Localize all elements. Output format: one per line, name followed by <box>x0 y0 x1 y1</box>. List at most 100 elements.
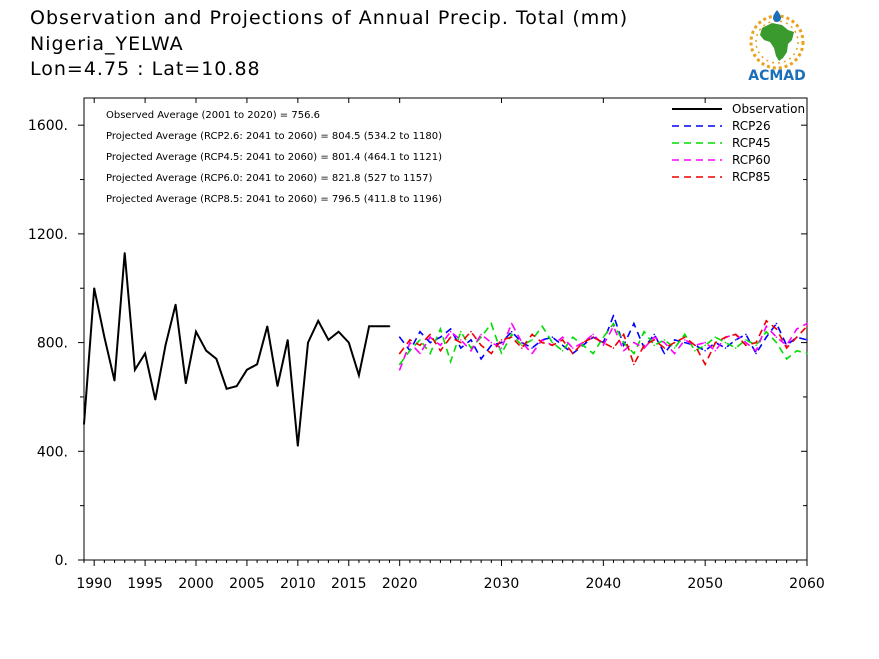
data-point-rcp45 <box>694 349 696 352</box>
data-point-observation <box>347 341 350 344</box>
data-point-rcp26 <box>429 341 432 344</box>
data-point-observation <box>83 423 85 425</box>
data-point-rcp26 <box>745 333 747 336</box>
data-point-rcp60 <box>500 347 503 349</box>
data-point-rcp45 <box>643 330 645 333</box>
data-point-rcp26 <box>622 344 625 347</box>
data-point-rcp60 <box>673 352 676 355</box>
data-point-rcp26 <box>531 347 533 349</box>
data-point-observation <box>388 325 391 328</box>
data-point-rcp45 <box>775 341 778 344</box>
data-point-rcp60 <box>714 349 717 352</box>
data-point-rcp26 <box>673 339 676 341</box>
data-point-observation <box>246 368 248 371</box>
data-point-rcp85 <box>439 349 442 352</box>
data-point-rcp60 <box>755 349 757 352</box>
station-coordinates: Lon=4.75 : Lat=10.88 <box>30 58 261 80</box>
data-point-observation <box>337 330 340 333</box>
data-point-rcp60 <box>633 341 635 344</box>
data-point-rcp26 <box>561 344 564 347</box>
legend-label: RCP45 <box>732 136 771 150</box>
data-point-rcp45 <box>541 325 544 328</box>
data-point-observation <box>235 385 238 387</box>
x-tick-label: 2010 <box>280 576 316 592</box>
data-point-rcp85 <box>663 347 666 349</box>
data-point-rcp85 <box>592 336 594 338</box>
africa-icon <box>760 23 794 61</box>
data-point-rcp85 <box>510 336 513 338</box>
data-point-rcp26 <box>398 336 401 338</box>
data-point-rcp85 <box>521 347 523 349</box>
x-tick-label: 2015 <box>331 576 367 592</box>
data-point-rcp26 <box>459 347 462 349</box>
chart-title: Observation and Projections of Annual Pr… <box>30 7 629 29</box>
data-point-rcp60 <box>765 325 768 328</box>
data-point-rcp26 <box>633 322 635 325</box>
data-point-rcp85 <box>775 328 778 330</box>
data-point-rcp85 <box>714 341 717 344</box>
data-point-observation <box>256 363 258 366</box>
data-point-rcp85 <box>806 325 808 328</box>
data-point-rcp45 <box>551 341 554 344</box>
data-point-rcp45 <box>684 333 686 336</box>
data-point-rcp60 <box>449 330 452 333</box>
data-point-rcp60 <box>806 322 808 325</box>
plot-frame <box>83 97 808 561</box>
data-point-rcp45 <box>653 344 656 347</box>
data-point-rcp26 <box>449 328 452 330</box>
data-point-rcp45 <box>663 339 666 341</box>
data-point-rcp85 <box>633 363 635 366</box>
legend-label: RCP60 <box>732 153 771 167</box>
data-point-rcp26 <box>755 352 757 355</box>
data-point-rcp45 <box>449 360 452 363</box>
data-point-observation <box>103 336 106 338</box>
data-point-rcp85 <box>398 352 401 355</box>
data-point-observation <box>164 344 167 347</box>
data-point-rcp60 <box>398 368 401 371</box>
data-point-rcp85 <box>551 344 554 347</box>
data-point-rcp26 <box>653 333 656 336</box>
data-point-observation <box>225 387 228 390</box>
data-point-rcp85 <box>612 347 615 349</box>
data-point-rcp60 <box>541 339 544 341</box>
data-point-rcp60 <box>775 336 778 338</box>
data-point-rcp60 <box>439 344 442 347</box>
series-line-rcp60 <box>398 321 808 371</box>
data-point-rcp45 <box>724 341 727 344</box>
data-point-observation <box>144 352 146 355</box>
legend-label: Observation <box>732 102 805 116</box>
data-point-rcp26 <box>612 314 615 317</box>
data-point-rcp45 <box>745 339 747 341</box>
data-point-observation <box>286 339 289 341</box>
data-point-rcp45 <box>622 341 625 344</box>
data-point-rcp45 <box>714 336 717 338</box>
data-point-rcp45 <box>531 339 533 341</box>
data-point-rcp45 <box>755 344 757 347</box>
data-point-observation <box>358 374 360 377</box>
data-point-rcp26 <box>490 344 493 347</box>
data-point-rcp60 <box>602 344 605 347</box>
data-point-rcp85 <box>419 344 421 347</box>
data-point-rcp85 <box>480 344 482 347</box>
data-point-rcp45 <box>673 347 676 349</box>
data-point-rcp60 <box>796 328 798 330</box>
data-point-rcp60 <box>510 322 513 325</box>
data-point-observation <box>205 349 207 352</box>
data-point-rcp85 <box>785 347 788 349</box>
data-point-rcp26 <box>500 341 503 344</box>
data-point-rcp45 <box>429 352 432 355</box>
data-point-rcp85 <box>490 352 493 355</box>
series-layer <box>83 252 808 447</box>
annotation-line: Observed Average (2001 to 2020) = 756.6 <box>106 110 320 121</box>
data-point-observation <box>327 339 330 341</box>
data-point-rcp60 <box>459 339 462 341</box>
data-point-rcp26 <box>480 358 482 360</box>
data-point-rcp26 <box>551 336 554 338</box>
x-tick-label: 2000 <box>178 576 214 592</box>
legend-label: RCP26 <box>732 119 771 133</box>
data-point-rcp85 <box>531 333 533 336</box>
data-point-rcp26 <box>765 336 768 338</box>
data-point-rcp26 <box>470 339 472 341</box>
data-point-rcp85 <box>622 333 625 336</box>
data-point-rcp60 <box>571 347 574 349</box>
